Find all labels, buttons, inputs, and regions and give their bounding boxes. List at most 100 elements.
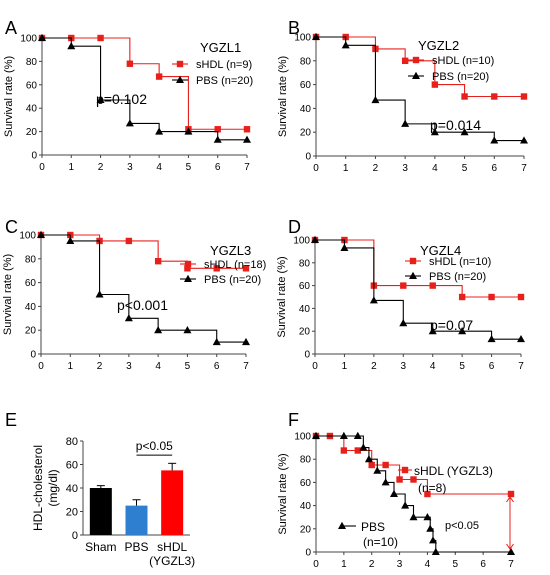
- panel-d: D 0 20 40 60 80 100 0 1 2 3 4 5 6 7 Survival rate (%) YG…: [276, 217, 525, 372]
- x-tick-label: 1: [341, 559, 347, 570]
- y-tick-label: 80: [300, 56, 312, 67]
- data-point-shdl: [401, 57, 409, 64]
- panel-label: C: [5, 217, 18, 237]
- data-point-pbs: [409, 513, 418, 521]
- y-tick-label: 20: [300, 128, 312, 139]
- x-tick-label: 7: [518, 361, 524, 372]
- x-tick-label: 0: [313, 163, 319, 174]
- data-point-pbs: [96, 95, 105, 104]
- y-tick-label: 100: [20, 34, 37, 45]
- legend-marker-shdl: [412, 56, 420, 64]
- panel-label: E: [5, 410, 17, 430]
- y-tick-label: 40: [26, 104, 38, 115]
- x-tick-label: 5: [185, 361, 191, 372]
- x-tick-label: 0: [39, 162, 45, 173]
- data-point-shdl: [458, 293, 466, 301]
- data-point-pbs: [520, 136, 528, 144]
- data-point-shdl: [424, 490, 431, 498]
- data-point-pbs: [431, 547, 440, 555]
- bar-0: [89, 488, 112, 535]
- data-point-shdl: [340, 447, 348, 454]
- legend-marker-pbs: [412, 71, 420, 79]
- x-tick-label: 6: [492, 163, 498, 174]
- data-point-shdl: [354, 447, 361, 454]
- x-tick-label: 1: [69, 162, 75, 173]
- data-point-shdl: [429, 282, 436, 289]
- x-tick-label: 6: [480, 559, 486, 570]
- data-point-shdl: [517, 293, 525, 301]
- data-point-pbs: [124, 314, 133, 322]
- series-line-pbs: [315, 239, 521, 340]
- y-tick-label: 60: [26, 80, 38, 91]
- data-point-pbs: [487, 334, 496, 343]
- x-tick-label: 3: [127, 162, 133, 173]
- x-tick-label: 4: [425, 559, 431, 570]
- legend-marker-shdl: [184, 260, 192, 268]
- x-tick-label: 0: [38, 361, 44, 372]
- legend-marker-pbs: [184, 274, 192, 282]
- y-tick-label: 60: [66, 460, 78, 472]
- chart-title: YGZL4: [420, 243, 461, 258]
- x-tick-label: 6: [215, 162, 221, 173]
- y-axis-label: Survival rate (%): [277, 56, 289, 137]
- legend-label-pbs: PBS: [361, 520, 385, 534]
- y-tick-label: 40: [25, 302, 37, 313]
- legend-marker-pbs: [176, 75, 184, 83]
- panel-f: F 0 20 40 60 80 100 0 1 2 3 4 5 6 7 Survival rate (%) sH…: [277, 410, 515, 570]
- data-point-pbs: [212, 337, 221, 346]
- x-tick-label: 5: [459, 361, 465, 372]
- legend-marker-shdl: [401, 466, 409, 474]
- data-point-pbs: [125, 119, 134, 127]
- category-label-2: (YGZL3): [149, 554, 195, 568]
- legend-label-shdl: sHDL (YGZL3): [414, 464, 493, 478]
- data-point-pbs: [353, 431, 362, 439]
- data-point-pbs: [369, 296, 378, 304]
- data-point-shdl: [368, 461, 375, 469]
- x-tick-label: 3: [402, 163, 408, 174]
- data-point-pbs: [401, 119, 410, 127]
- y-tick-label: 100: [294, 33, 311, 44]
- data-point-shdl: [213, 265, 220, 272]
- y-axis-label-unit: (mg/dl): [46, 469, 60, 506]
- data-point-pbs: [517, 334, 525, 343]
- data-point-shdl: [461, 93, 468, 100]
- legend-n-pbs: (n=10): [363, 535, 398, 549]
- x-tick-label: 4: [432, 163, 438, 174]
- series-line-shdl: [41, 234, 246, 269]
- data-point-shdl: [154, 257, 162, 265]
- data-point-shdl: [242, 265, 250, 272]
- data-point-pbs: [242, 337, 250, 346]
- y-tick-label: 0: [305, 152, 311, 163]
- legend-label-shdl: sHDL (n=18): [204, 259, 266, 271]
- data-point-pbs: [312, 431, 320, 439]
- data-point-shdl: [155, 73, 163, 80]
- x-tick-label: 1: [68, 361, 74, 372]
- p-value: p=0.014: [430, 117, 481, 133]
- series-line-shdl: [42, 37, 247, 130]
- x-tick-label: 2: [98, 162, 104, 173]
- panel-a: A 0 20 40 60 80 100 0 1 2 3 4 5 6 7 Survival rate (%) YG…: [3, 18, 253, 173]
- p-value: p<0.001: [117, 297, 168, 313]
- p-value: p=0.102: [96, 91, 147, 107]
- y-tick-label: 40: [300, 104, 312, 115]
- data-point-pbs: [423, 513, 432, 521]
- y-tick-label: 20: [300, 524, 312, 535]
- x-tick-label: 7: [521, 163, 527, 174]
- category-label-1: PBS: [124, 540, 148, 554]
- y-tick-label: 100: [19, 231, 36, 242]
- x-tick-label: 6: [489, 361, 495, 372]
- data-point-pbs: [183, 326, 192, 334]
- legend-label-pbs: PBS (n=20): [204, 274, 261, 286]
- data-point-pbs: [364, 455, 373, 463]
- data-point-pbs: [381, 478, 390, 486]
- panel-label: A: [5, 18, 17, 38]
- y-tick-label: 80: [66, 436, 78, 448]
- data-point-pbs: [311, 235, 319, 243]
- x-tick-label: 7: [508, 559, 514, 570]
- x-tick-label: 5: [186, 162, 192, 173]
- data-point-pbs: [340, 243, 349, 251]
- x-tick-label: 1: [342, 361, 348, 372]
- data-point-pbs: [339, 431, 348, 439]
- legend-marker-pbs: [338, 521, 346, 529]
- x-tick-label: 3: [126, 361, 132, 372]
